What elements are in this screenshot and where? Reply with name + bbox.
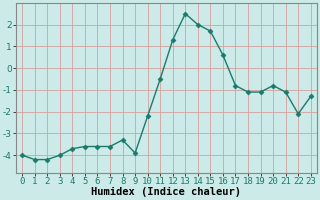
- X-axis label: Humidex (Indice chaleur): Humidex (Indice chaleur): [92, 187, 242, 197]
